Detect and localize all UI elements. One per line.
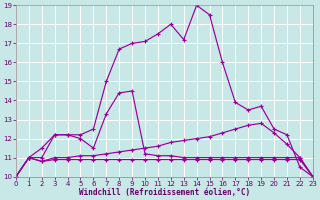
X-axis label: Windchill (Refroidissement éolien,°C): Windchill (Refroidissement éolien,°C) bbox=[79, 188, 250, 197]
